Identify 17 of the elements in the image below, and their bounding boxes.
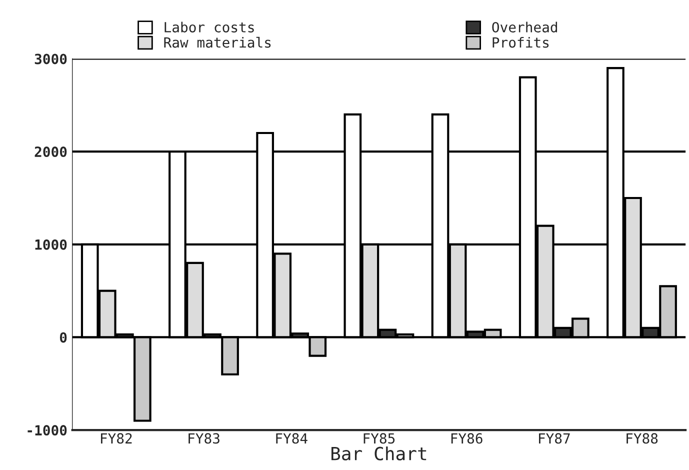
x-tick-label: FY84 [276, 433, 308, 444]
y-tick-label: 3000 [34, 54, 67, 64]
x-tick-label: FY88 [626, 433, 658, 444]
x-tick-label: FY82 [101, 433, 132, 444]
y-tick-label: 0 [60, 332, 67, 343]
x-tick-label: FY86 [451, 433, 482, 444]
legend-label: Raw materials [164, 36, 271, 48]
y-tick-label: 1000 [35, 239, 67, 250]
y-tick-label: -1000 [28, 425, 67, 436]
x-axis-title: Bar Chart [332, 446, 426, 460]
x-tick-label: FY87 [539, 433, 570, 444]
legend-label: Labor costs [164, 22, 254, 32]
x-tick-label: FY85 [364, 433, 395, 444]
legend-label: Overhead [492, 22, 558, 32]
legend-label: Profits [492, 36, 549, 48]
y-tick-label: 2000 [34, 146, 67, 158]
x-tick-label: FY83 [188, 433, 220, 444]
